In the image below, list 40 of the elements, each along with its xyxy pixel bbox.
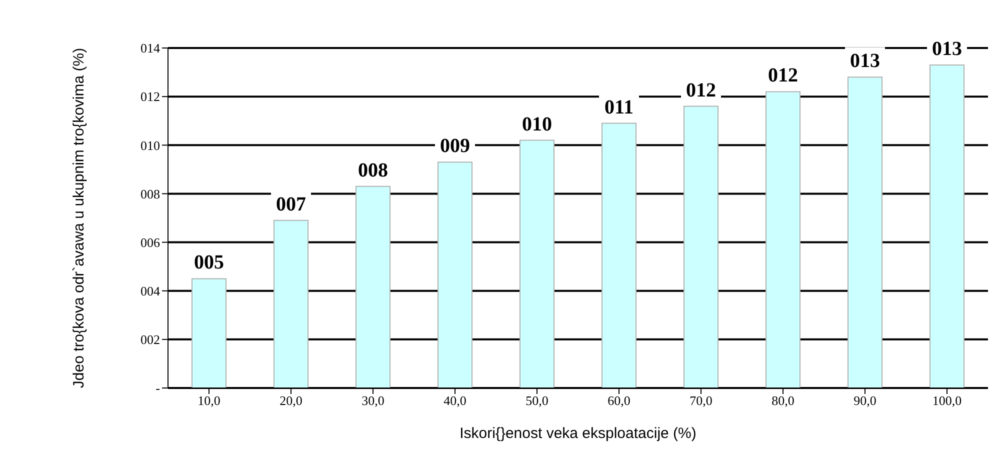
data-label: 012 xyxy=(686,79,716,102)
data-label: 010 xyxy=(522,113,552,136)
x-tick-label: 20,0 xyxy=(280,393,302,408)
x-tick-label: 10,0 xyxy=(198,393,220,408)
data-label: 013 xyxy=(850,50,880,72)
bar xyxy=(930,64,964,388)
bar xyxy=(684,106,718,388)
data-label: 008 xyxy=(358,159,388,182)
y-tick-label: 010 xyxy=(140,138,160,153)
data-label: 013 xyxy=(932,38,962,60)
x-tick-label: 100,0 xyxy=(932,393,962,408)
y-tick-label: - xyxy=(156,380,160,396)
bar xyxy=(602,122,636,388)
bar xyxy=(766,91,800,388)
bar xyxy=(356,186,390,388)
x-tick-label: 80,0 xyxy=(772,393,794,408)
x-tick-label: 50,0 xyxy=(526,393,548,408)
data-label: 009 xyxy=(440,135,470,158)
bar xyxy=(520,140,554,388)
y-tick-label: 004 xyxy=(140,283,160,298)
x-tick-label: 60,0 xyxy=(608,393,630,408)
data-label: 011 xyxy=(604,96,634,118)
y-tick-label: 008 xyxy=(140,186,160,202)
x-tick-label: 30,0 xyxy=(362,393,384,408)
y-axis-title: Jdeo tro{kova odr`avawa u ukupnim tro{kovima (%) xyxy=(70,48,88,388)
y-tick-label: 002 xyxy=(140,332,160,348)
x-tick-label: 70,0 xyxy=(690,393,712,408)
x-tick-label: 90,0 xyxy=(854,393,876,408)
bar xyxy=(274,220,308,388)
y-tick-label: 006 xyxy=(140,234,160,250)
bar xyxy=(192,278,226,388)
y-tick-label: 012 xyxy=(140,89,160,104)
bar xyxy=(848,76,882,388)
x-tick-label: 40,0 xyxy=(444,393,466,408)
y-tick-label: 014 xyxy=(140,40,160,56)
bar xyxy=(438,162,472,388)
data-label: 005 xyxy=(194,252,224,274)
x-axis-title: Iskori{}enost veka eksploatacije (%) xyxy=(460,425,696,442)
data-label: 012 xyxy=(768,64,798,87)
data-label: 007 xyxy=(276,193,306,216)
